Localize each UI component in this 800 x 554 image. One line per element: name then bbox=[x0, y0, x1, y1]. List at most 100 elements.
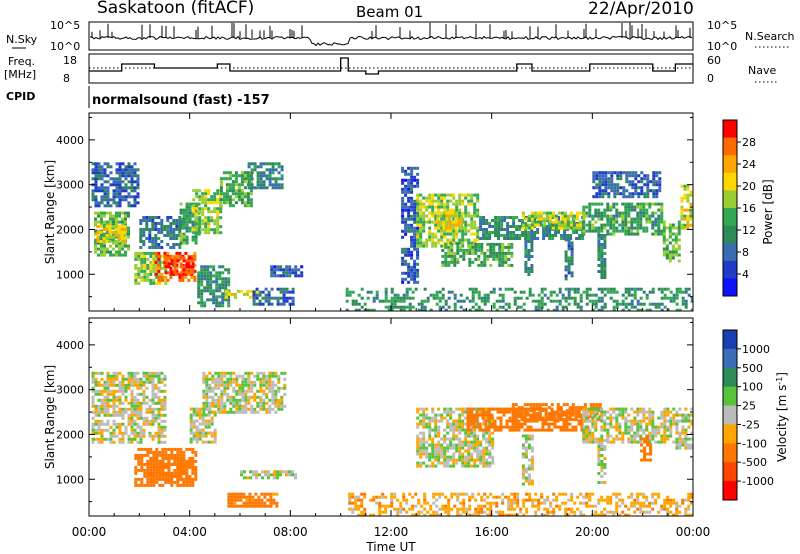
heatmap-cell bbox=[410, 238, 414, 242]
heatmap-cell bbox=[456, 513, 460, 516]
heatmap-cell bbox=[401, 166, 405, 170]
heatmap-cell bbox=[164, 456, 168, 460]
heatmap-cell bbox=[606, 205, 610, 209]
heatmap-cell bbox=[194, 235, 198, 239]
heatmap-cell bbox=[139, 228, 143, 231]
heatmap-cell bbox=[255, 470, 258, 474]
heatmap-cell bbox=[140, 251, 144, 255]
heatmap-cell bbox=[410, 235, 414, 239]
heatmap-cell bbox=[419, 229, 423, 233]
heatmap-cell bbox=[291, 290, 295, 294]
heatmap-cell bbox=[680, 196, 684, 200]
heatmap-cell bbox=[621, 223, 625, 227]
heatmap-cell bbox=[687, 287, 691, 291]
heatmap-cell bbox=[283, 377, 287, 381]
heatmap-cell bbox=[662, 226, 666, 230]
heatmap-cell bbox=[600, 255, 604, 258]
heatmap-cell bbox=[157, 377, 161, 381]
heatmap-cell bbox=[103, 383, 107, 387]
heatmap-cell bbox=[253, 165, 257, 169]
heatmap-cell bbox=[654, 302, 658, 306]
heatmap-cell bbox=[178, 216, 182, 219]
heatmap-cell bbox=[257, 498, 261, 502]
heatmap-cell bbox=[404, 271, 408, 275]
heatmap-cell bbox=[443, 196, 447, 200]
heatmap-cell bbox=[637, 195, 641, 199]
heatmap-cell bbox=[288, 473, 291, 477]
heatmap-cell bbox=[223, 392, 227, 396]
heatmap-cell bbox=[534, 492, 538, 496]
heatmap-cell bbox=[139, 246, 143, 249]
heatmap-cell bbox=[491, 219, 495, 222]
heatmap-cell bbox=[277, 186, 281, 190]
heatmap-cell bbox=[595, 192, 599, 196]
heatmap-cell bbox=[97, 407, 101, 411]
heatmap-cell bbox=[549, 510, 553, 514]
heatmap-cell bbox=[115, 183, 119, 187]
heatmap-cell bbox=[537, 498, 541, 502]
heatmap-cell bbox=[501, 242, 505, 246]
heatmap-cell bbox=[271, 383, 275, 387]
heatmap-cell bbox=[672, 498, 676, 502]
heatmap-cell bbox=[413, 178, 417, 182]
heatmap-cell bbox=[259, 162, 263, 166]
heatmap-cell bbox=[428, 193, 432, 197]
heatmap-cell bbox=[594, 229, 598, 233]
heatmap-cell bbox=[668, 250, 672, 254]
heatmap-cell bbox=[588, 229, 592, 233]
heatmap-cell bbox=[423, 287, 427, 291]
heatmap-cell bbox=[423, 501, 427, 505]
heatmap-cell bbox=[212, 280, 216, 284]
heatmap-cell bbox=[680, 214, 684, 218]
heatmap-cell bbox=[416, 253, 420, 257]
heatmap-cell bbox=[414, 287, 418, 291]
heatmap-cell bbox=[503, 234, 507, 237]
heatmap-cell bbox=[91, 416, 95, 420]
heatmap-cell bbox=[182, 465, 186, 469]
heatmap-cell bbox=[464, 431, 468, 435]
heatmap-cell bbox=[188, 259, 192, 263]
heatmap-cell bbox=[634, 174, 638, 178]
heatmap-cell bbox=[428, 437, 432, 441]
heatmap-cell bbox=[597, 255, 601, 258]
heatmap-cell bbox=[127, 407, 131, 411]
heatmap-cell bbox=[106, 407, 110, 411]
heatmap-cell bbox=[220, 389, 224, 393]
heatmap-cell bbox=[219, 189, 223, 193]
heatmap-cell bbox=[233, 501, 237, 505]
heatmap-cell bbox=[404, 226, 408, 230]
heatmap-cell bbox=[103, 223, 106, 227]
heatmap-cell bbox=[428, 226, 432, 230]
heatmap-cell bbox=[106, 380, 110, 384]
heatmap-cell bbox=[238, 410, 242, 414]
heatmap-cell bbox=[225, 186, 229, 190]
heatmap-cell bbox=[655, 183, 659, 187]
heatmap-cell bbox=[184, 272, 188, 276]
heatmap-cell bbox=[164, 281, 168, 285]
heatmap-cell bbox=[360, 513, 364, 516]
heatmap-cell bbox=[200, 268, 204, 272]
heatmap-cell bbox=[416, 244, 420, 248]
heatmap-cell bbox=[600, 202, 604, 206]
heatmap-cell bbox=[100, 392, 104, 396]
y-tick-label: 2000 bbox=[56, 223, 84, 236]
heatmap-cell bbox=[480, 251, 484, 255]
heatmap-cell bbox=[136, 186, 140, 190]
heatmap-cell bbox=[106, 371, 110, 375]
heatmap-cell bbox=[498, 254, 502, 258]
heatmap-cell bbox=[271, 165, 275, 169]
heatmap-cell bbox=[151, 219, 155, 222]
heatmap-cell bbox=[683, 193, 687, 197]
heatmap-cell bbox=[143, 453, 147, 457]
heatmap-cell bbox=[277, 389, 281, 393]
heatmap-cell bbox=[169, 222, 173, 225]
heatmap-cell bbox=[205, 392, 209, 396]
heatmap-cell bbox=[121, 416, 125, 420]
heatmap-cell bbox=[190, 275, 194, 279]
heatmap-cell bbox=[560, 226, 564, 230]
heatmap-cell bbox=[216, 201, 220, 205]
heatmap-cell bbox=[271, 183, 275, 187]
heatmap-cell bbox=[285, 290, 289, 294]
heatmap-cell bbox=[208, 377, 212, 381]
heatmap-cell bbox=[570, 247, 574, 251]
